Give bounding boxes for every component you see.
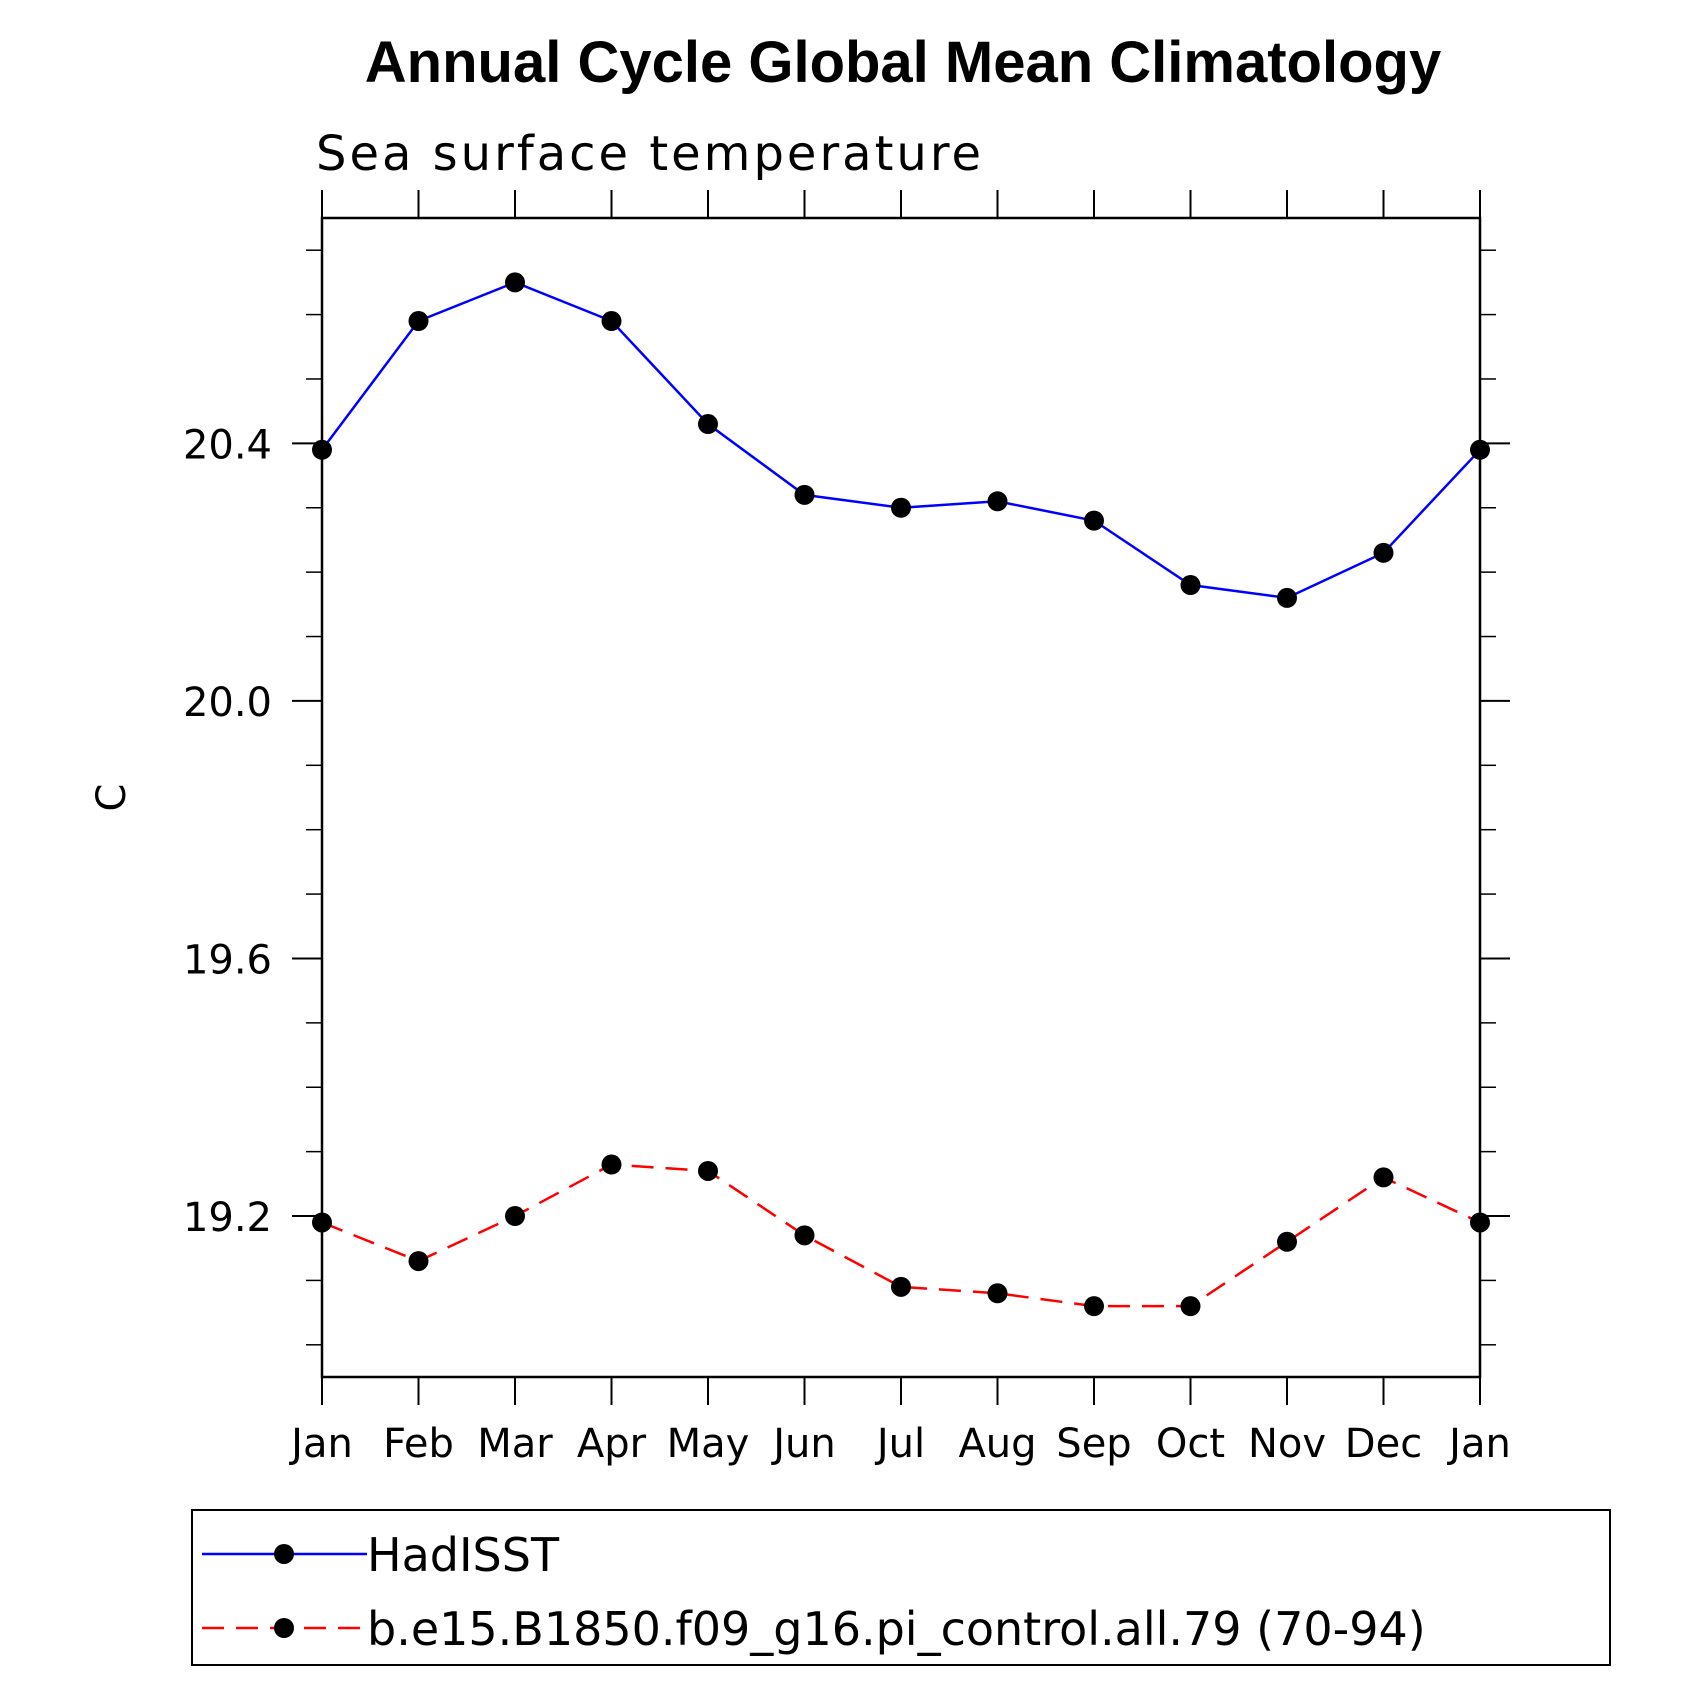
chart-title: Annual Cycle Global Mean Climatology (365, 30, 1441, 95)
data-point (698, 414, 718, 435)
data-point (505, 272, 525, 293)
series-1 (312, 272, 1490, 608)
legend-label: b.e15.B1850.f09_g16.pi_control.all.79 (7… (367, 1602, 1426, 1656)
data-point (1373, 542, 1394, 563)
data-point (505, 1206, 525, 1227)
x-tick-label: Jan (288, 1421, 353, 1467)
data-point (891, 1276, 911, 1297)
series-2 (312, 1154, 1490, 1317)
data-point (698, 1160, 718, 1181)
x-tick-label: Jan (1446, 1421, 1511, 1467)
legend-label: HadISST (367, 1528, 560, 1582)
legend: HadISST b.e15.B1850.f09_g16.pi_control.al… (191, 1509, 1611, 1666)
data-point (408, 1251, 429, 1272)
y-tick-label: 20.4 (183, 422, 272, 468)
data-point (794, 1225, 815, 1246)
legend-swatch-marker (274, 1618, 294, 1638)
x-tick-label: Feb (383, 1421, 454, 1467)
data-point (312, 439, 332, 460)
x-tick-label: Jul (874, 1421, 925, 1467)
x-tick-label: Jun (770, 1421, 836, 1467)
data-point (891, 497, 911, 518)
x-tick-label: Dec (1345, 1421, 1422, 1467)
data-point (408, 311, 429, 332)
data-point (1084, 1296, 1104, 1317)
x-tick-label: Mar (477, 1421, 553, 1467)
data-point (601, 1154, 622, 1175)
y-axis-label: C (89, 784, 135, 812)
x-tick-label: Aug (958, 1421, 1036, 1467)
data-point (1180, 575, 1201, 596)
data-point (1373, 1167, 1394, 1188)
x-tick-label: May (667, 1421, 750, 1467)
x-tick-label: Nov (1248, 1421, 1326, 1467)
data-point (1180, 1296, 1201, 1317)
chart-subtitle: Sea surface temperature (316, 126, 984, 182)
data-point (987, 491, 1008, 512)
data-point (794, 484, 815, 505)
x-tick-label: Sep (1056, 1421, 1131, 1467)
legend-swatch-marker (274, 1544, 294, 1564)
data-point (987, 1283, 1008, 1304)
data-point (312, 1212, 332, 1233)
data-point (1470, 439, 1490, 460)
data-point (1277, 1231, 1297, 1252)
series-line (320, 281, 1481, 600)
y-tick-label: 19.6 (183, 937, 272, 983)
axes: Jan Feb Mar Apr May Jun Jul Aug Sep Oct Nov Dec Jan 1… (183, 190, 1511, 1467)
legend-box (191, 1509, 1611, 1666)
x-tick-label: Oct (1156, 1421, 1225, 1467)
series-group (312, 272, 1490, 1317)
data-point (1470, 1212, 1490, 1233)
y-tick-label: 19.2 (183, 1195, 272, 1241)
y-tick-label: 20.0 (183, 680, 272, 726)
data-point (1084, 510, 1104, 531)
data-point (601, 311, 622, 332)
x-tick-label: Apr (577, 1421, 647, 1467)
data-point (1277, 587, 1297, 608)
plot-frame (320, 216, 1482, 1379)
